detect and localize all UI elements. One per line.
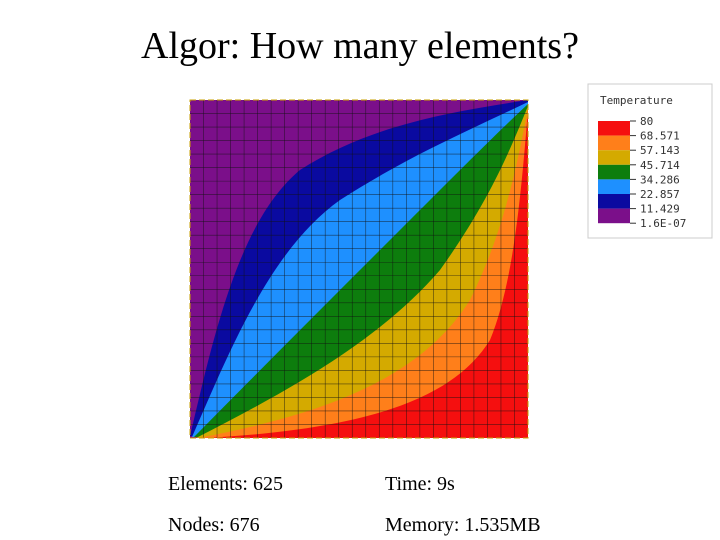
legend-swatch: [598, 164, 630, 180]
legend-label: 1.6E-07: [640, 217, 686, 230]
legend-label: 57.143: [640, 144, 680, 157]
mesh-border: [189, 99, 529, 439]
stat: Time: 9s: [385, 473, 455, 495]
mesh-grid: [190, 100, 528, 438]
legend-swatch: [598, 194, 630, 209]
stat: Memory: 1.535MB: [385, 514, 541, 536]
legend-swatch: [598, 135, 630, 151]
stat: Nodes: 676: [168, 514, 260, 536]
legend-label: 45.714: [640, 159, 680, 172]
band-orange: [198, 108, 528, 438]
legend-label: 80: [640, 115, 653, 128]
legend-label: 34.286: [640, 173, 680, 186]
stat: Elements: 625: [168, 473, 283, 495]
legend-swatch: [598, 208, 630, 224]
legend-label: 11.429: [640, 203, 680, 216]
legend-swatch: [598, 150, 630, 165]
legend-swatch: [598, 121, 630, 136]
legend-title: Temperature: [600, 94, 673, 107]
band-red: [205, 110, 528, 438]
slide-title: Algor: How many elements?: [141, 25, 579, 67]
legend-label: 22.857: [640, 188, 680, 201]
legend-swatch: [598, 179, 630, 194]
legend-label: 68.571: [640, 130, 680, 143]
contour-plot: [189, 99, 529, 439]
